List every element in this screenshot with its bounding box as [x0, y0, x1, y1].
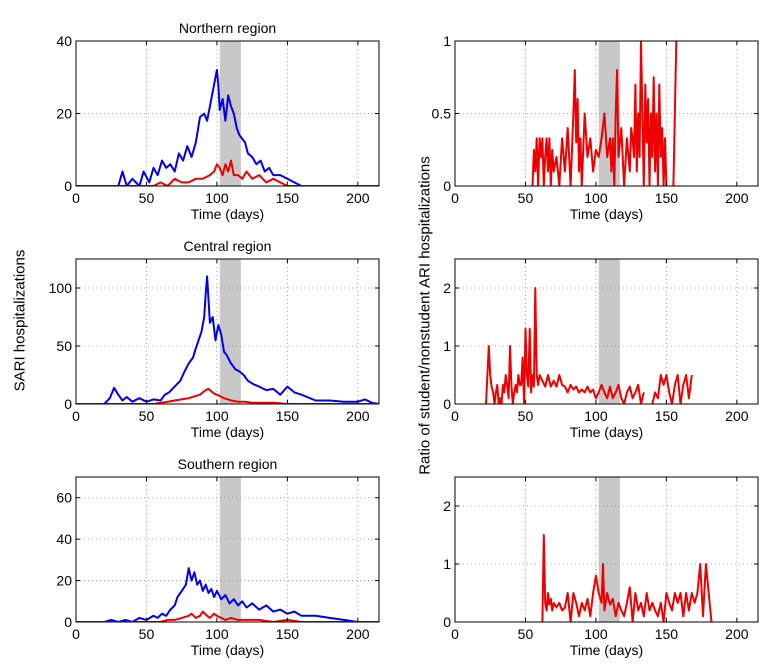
series-line-blue-1 — [76, 567, 379, 622]
x-tick-label: 50 — [139, 626, 155, 642]
y-tick-label: 0 — [64, 396, 72, 412]
series-group — [76, 567, 379, 622]
series-line-blue-1 — [76, 275, 379, 404]
chart-title: Central region — [184, 238, 272, 254]
x-tick-label: 200 — [346, 190, 370, 206]
y-tick-label: 2 — [443, 498, 451, 514]
x-tick-label: 200 — [725, 626, 749, 642]
y-tick-label: 0 — [64, 178, 72, 194]
y-tick-label: 0 — [443, 178, 451, 194]
chart-panel-6: 0 50 100 150 200 0 1 2 Time (days) — [443, 476, 759, 658]
shaded-period — [219, 259, 241, 404]
x-tick-label: 150 — [655, 408, 679, 424]
shaded-period — [219, 41, 241, 186]
axes-frame — [75, 258, 380, 405]
x-axis-label: Time (days) — [191, 206, 264, 222]
shaded-period — [598, 259, 620, 404]
y-tick-label: 40 — [56, 33, 72, 49]
x-tick-label: 50 — [518, 626, 534, 642]
x-tick-label: 150 — [655, 190, 679, 206]
series-group — [76, 275, 379, 404]
series-group — [531, 41, 678, 186]
y-tick-label: 100 — [49, 280, 73, 296]
x-tick-label: 150 — [276, 190, 300, 206]
series-line-red-1 — [485, 287, 645, 404]
y-tick-label: 2 — [443, 280, 451, 296]
chart-panel-1: 0 50 100 150 200 0 20 40 Time (days) Northern reg… — [56, 20, 380, 222]
series-line-red-1 — [531, 41, 668, 186]
right-y-axis-label: Ratio of student/nonstudent ARI hospital… — [416, 156, 434, 475]
chart-title: Northern region — [179, 20, 276, 36]
x-axis-label: Time (days) — [570, 642, 643, 658]
shaded-period — [598, 41, 620, 186]
x-tick-label: 0 — [451, 190, 459, 206]
y-tick-label: 1 — [443, 33, 451, 49]
x-tick-label: 0 — [72, 626, 80, 642]
y-tick-label: 0 — [443, 614, 451, 630]
chart-panel-3: 0 50 100 150 200 0 20 40 60 Time (days) Southern r… — [56, 456, 380, 658]
series-line-blue-1 — [76, 69, 379, 186]
x-tick-label: 150 — [655, 626, 679, 642]
chart-panel-5: 0 50 100 150 200 0 1 2 Time (days) — [443, 258, 759, 440]
y-tick-label: 0 — [64, 614, 72, 630]
y-tick-label: 1 — [443, 556, 451, 572]
x-tick-label: 50 — [518, 408, 534, 424]
x-axis-label: Time (days) — [570, 206, 643, 222]
series-line-red-2 — [672, 41, 678, 186]
x-tick-label: 0 — [72, 408, 80, 424]
chart-title: Southern region — [178, 456, 278, 472]
x-tick-label: 50 — [139, 408, 155, 424]
x-axis-label: Time (days) — [191, 642, 264, 658]
x-tick-label: 200 — [346, 626, 370, 642]
x-tick-label: 50 — [139, 190, 155, 206]
axes-frame — [454, 258, 759, 405]
x-tick-label: 0 — [451, 626, 459, 642]
y-tick-label: 60 — [56, 490, 72, 506]
shaded-period — [219, 477, 241, 622]
y-tick-label: 0 — [443, 396, 451, 412]
x-tick-label: 150 — [276, 626, 300, 642]
x-tick-label: 100 — [205, 626, 229, 642]
x-tick-label: 100 — [584, 408, 608, 424]
x-tick-label: 100 — [205, 408, 229, 424]
y-tick-label: 40 — [56, 531, 72, 547]
chart-panel-4: 0 50 100 150 200 0 0.5 1 Time (days) — [432, 33, 759, 222]
x-tick-label: 200 — [346, 408, 370, 424]
x-tick-label: 150 — [276, 408, 300, 424]
x-tick-label: 100 — [205, 190, 229, 206]
x-tick-label: 50 — [518, 190, 534, 206]
series-line-red-1 — [541, 534, 713, 622]
x-tick-label: 100 — [584, 190, 608, 206]
series-line-red-2 — [76, 387, 379, 404]
y-tick-label: 20 — [56, 573, 72, 589]
axes-frame — [75, 476, 380, 623]
series-group — [485, 287, 693, 404]
series-group — [76, 69, 379, 186]
x-tick-label: 100 — [584, 626, 608, 642]
x-axis-label: Time (days) — [570, 424, 643, 440]
x-tick-label: 0 — [72, 190, 80, 206]
series-group — [541, 534, 713, 622]
series-line-red-2 — [76, 159, 379, 186]
y-tick-label: 0.5 — [432, 106, 452, 122]
x-axis-label: Time (days) — [191, 424, 264, 440]
x-tick-label: 0 — [451, 408, 459, 424]
x-tick-label: 200 — [725, 190, 749, 206]
y-tick-label: 20 — [56, 106, 72, 122]
axes-frame — [454, 476, 759, 623]
series-line-red-2 — [76, 610, 379, 622]
left-y-axis-label: SARI hospitalizations — [11, 249, 29, 392]
y-tick-label: 1 — [443, 338, 451, 354]
series-line-red-2 — [651, 374, 693, 404]
x-tick-label: 200 — [725, 408, 749, 424]
y-tick-label: 50 — [56, 338, 72, 354]
